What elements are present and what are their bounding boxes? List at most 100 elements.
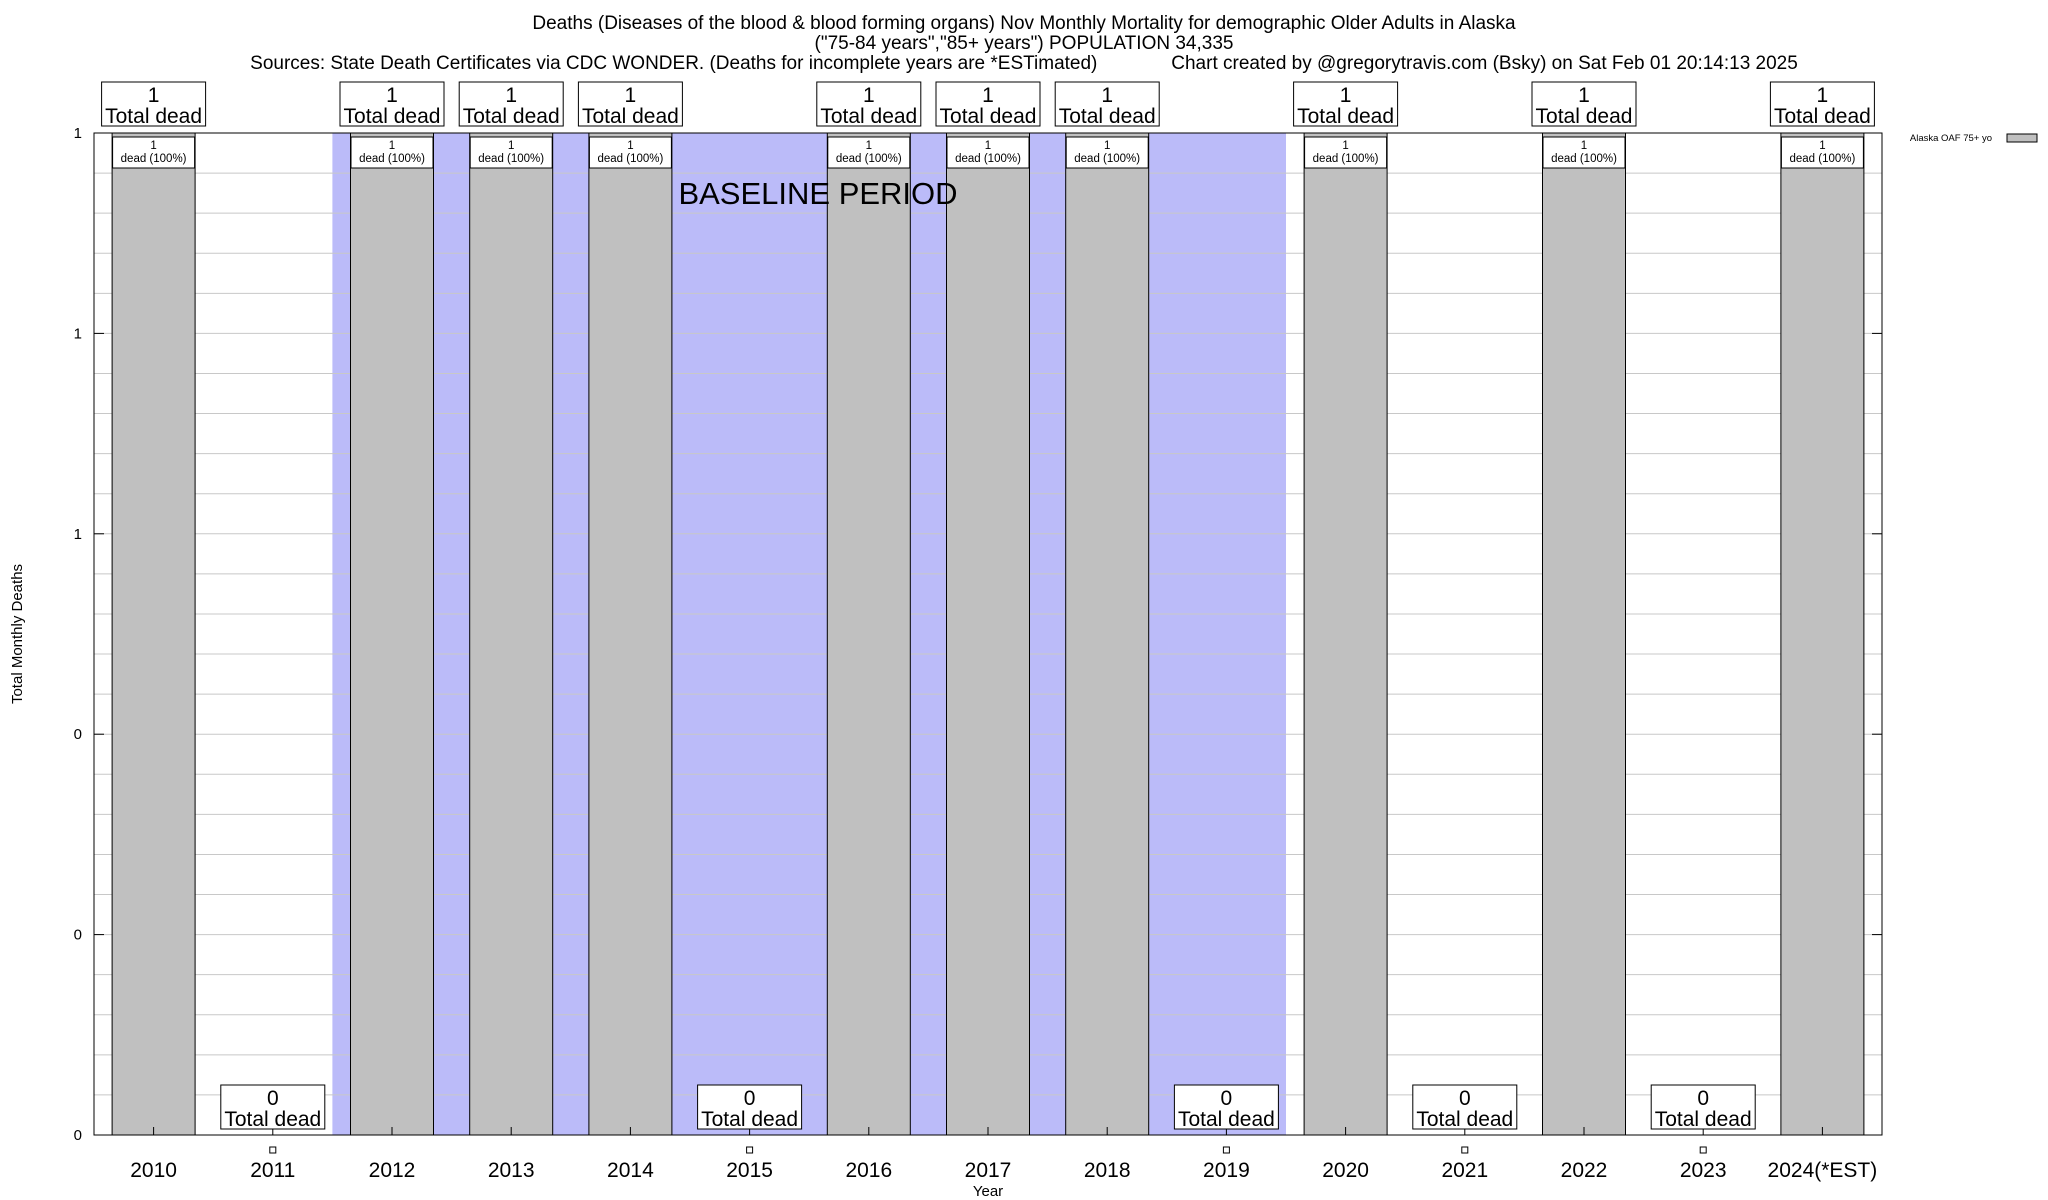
bar [350,132,434,1136]
baseline-period-label: BASELINE PERIOD [678,176,957,211]
total-dead-label: 0 Total dead [1173,1084,1279,1131]
total-dead-label: 1 Total dead [1769,81,1875,128]
total-dead-label: 0 Total dead [220,1084,326,1131]
total-dead-box [1054,81,1160,127]
total-dead-line: Total dead [1416,1108,1513,1131]
y-tick-label: 1 [74,526,82,543]
total-dead-line: Total dead [1178,1108,1275,1131]
total-dead-line: Total dead [1774,105,1871,128]
total-dead-label: 1 Total dead [1293,81,1399,128]
x-tick-label: 2018 [1084,1159,1131,1182]
bar-percent-box [350,136,434,169]
total-dead-label: 1 Total dead [339,81,445,128]
total-dead-line: Total dead [344,105,441,128]
bar-percent-text: 1 dead (100%) [1789,140,1855,165]
bar-percent-line: 1 [1819,140,1825,152]
total-dead-line: Total dead [1536,105,1633,128]
total-dead-line: 0 [1697,1087,1709,1110]
total-dead-text: 0 Total dead [1655,1087,1752,1131]
bar [469,132,554,1136]
zero-value-marker [746,1146,754,1154]
total-dead-box [935,81,1041,127]
bar-percent-text: 1 dead (100%) [359,140,425,165]
total-dead-line: 0 [267,1087,279,1110]
total-dead-text: 1 Total dead [1059,84,1156,128]
total-dead-line: 1 [1101,84,1113,107]
bar-percent-line: 1 [150,140,156,152]
total-dead-line: Total dead [582,105,679,128]
total-dead-label: 0 Total dead [697,1084,803,1131]
bar [588,132,673,1136]
x-tick-label: 2013 [488,1159,535,1182]
bar-percent-line: dead (100%) [121,153,187,165]
zero-value-marker [1699,1146,1707,1154]
x-tick-label: 2023 [1680,1159,1727,1182]
bar-percent-box [1304,136,1388,169]
chart-subtitle: ("75-84 years","85+ years") POPULATION 3… [814,33,1234,54]
total-dead-line: Total dead [701,1108,798,1131]
total-dead-line: 0 [1459,1087,1471,1110]
x-tick-label: 2011 [250,1159,295,1182]
bar-percent-line: 1 [508,140,514,152]
total-dead-label: 1 Total dead [577,81,683,128]
total-dead-box [458,81,564,127]
y-tick-label: 0 [74,1127,82,1144]
bar-percent-line: 1 [985,140,991,152]
bar-percent-line: dead (100%) [478,153,544,165]
bar-percent-line: dead (100%) [955,153,1021,165]
bar-percent-line: dead (100%) [1074,153,1140,165]
bar-percent-text: 1 dead (100%) [955,140,1021,165]
total-dead-box [220,1084,326,1130]
total-dead-line: 1 [386,84,398,107]
bar-percent-line: dead (100%) [359,153,425,165]
y-tick-label: 0 [74,726,82,743]
bar-percent-line: 1 [389,140,395,152]
y-axis-label: Total Monthly Deaths [9,564,26,704]
total-dead-line: 1 [863,84,875,107]
bar [1542,132,1626,1136]
bar-percent-line: 1 [1581,140,1587,152]
bar-percent-text: 1 dead (100%) [478,140,544,165]
x-tick-label: 2024(*EST) [1768,1159,1878,1182]
total-dead-line: Total dead [1297,105,1394,128]
bar-percent-line: dead (100%) [597,153,663,165]
total-dead-line: Total dead [940,105,1037,128]
bar-percent-line: 1 [627,140,633,152]
zero-value-marker [269,1146,277,1154]
bar-percent-label: 1 dead (100%) [588,136,672,169]
bar [1065,132,1150,1136]
total-dead-line: 1 [625,84,637,107]
total-dead-text: 1 Total dead [1774,84,1871,128]
total-dead-box [1531,81,1637,127]
total-dead-text: 0 Total dead [701,1087,798,1131]
total-dead-box [1412,1084,1518,1130]
total-dead-text: 1 Total dead [463,84,560,128]
bar-percent-text: 1 dead (100%) [836,140,902,165]
total-dead-box [697,1084,803,1130]
total-dead-label: 1 Total dead [458,81,564,128]
bar-percent-line: dead (100%) [1789,153,1855,165]
total-dead-text: 1 Total dead [105,84,202,128]
bar-percent-box [827,136,911,169]
chart-source-line: Sources: State Death Certificates via CD… [250,53,1798,74]
total-dead-label: 1 Total dead [101,81,207,128]
legend-swatch [2006,133,2038,143]
legend-label: Alaska OAF 75+ yo [1910,133,1992,144]
bar-percent-box [1542,136,1626,169]
bar-percent-line: dead (100%) [1551,153,1617,165]
total-dead-line: 0 [744,1087,756,1110]
bar-percent-label: 1 dead (100%) [1542,136,1626,169]
total-dead-text: 1 Total dead [940,84,1037,128]
bar-percent-text: 1 dead (100%) [121,140,187,165]
y-tick-label: 1 [74,125,82,142]
x-tick-label: 2014 [607,1159,654,1182]
total-dead-line: 0 [1221,1087,1233,1110]
total-dead-text: 1 Total dead [820,84,917,128]
bar-percent-box [946,136,1030,169]
bar-percent-line: dead (100%) [836,153,902,165]
total-dead-line: 1 [982,84,994,107]
x-tick-label: 2019 [1203,1159,1250,1182]
bar [111,132,196,1136]
legend: Alaska OAF 75+ yo [1910,133,2038,144]
x-axis-label: Year [973,1183,1003,1200]
